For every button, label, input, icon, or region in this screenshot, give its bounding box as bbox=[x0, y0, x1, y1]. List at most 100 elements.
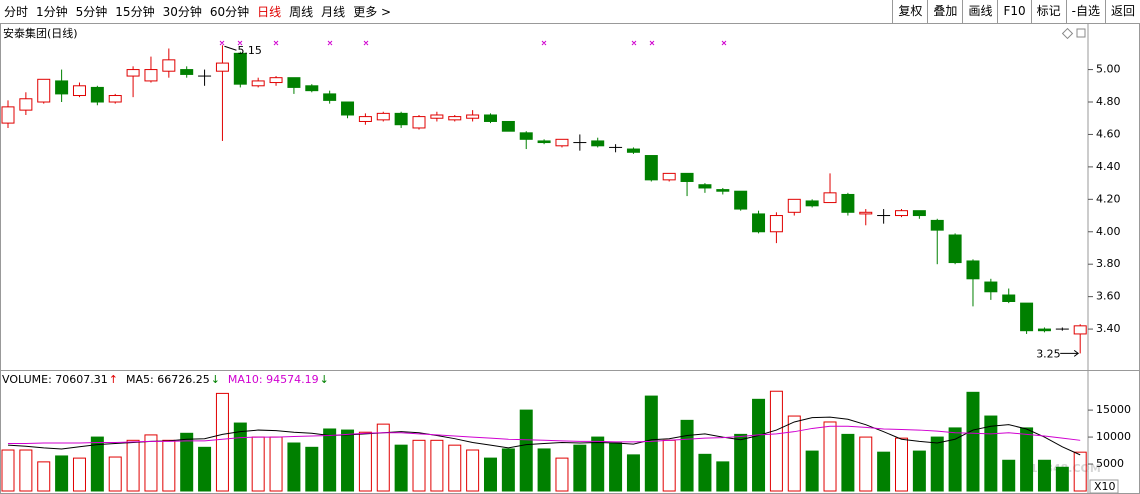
y-tick-label: 5000 bbox=[1096, 457, 1124, 470]
period-tab[interactable]: 5分钟 bbox=[75, 5, 108, 19]
volume-bar bbox=[108, 456, 122, 492]
volume-bar bbox=[591, 436, 605, 492]
volume-bar bbox=[930, 436, 944, 492]
volume-bar bbox=[162, 439, 176, 492]
candle-body bbox=[948, 234, 962, 264]
legend-label: VOLUME: 70607.31 bbox=[2, 373, 108, 386]
volume-bar bbox=[341, 429, 355, 492]
candle-body bbox=[895, 210, 908, 217]
y-tick-label: 5.00 bbox=[1096, 63, 1121, 76]
volume-bar bbox=[626, 454, 640, 492]
volume-bar bbox=[1037, 459, 1051, 492]
candle-body bbox=[734, 190, 748, 210]
candle-body bbox=[841, 193, 855, 213]
volume-bar bbox=[895, 437, 908, 492]
tool-button[interactable]: 返回 bbox=[1104, 0, 1140, 24]
period-tabs: 分时 1分钟 5分钟 15分钟 30分钟 60分钟 日线 周线 月线 更多 > bbox=[0, 3, 892, 20]
volume-bar bbox=[805, 450, 819, 492]
square-icon[interactable] bbox=[1076, 28, 1086, 38]
volume-bar bbox=[72, 457, 86, 492]
candle-body bbox=[55, 80, 69, 95]
period-tab[interactable]: 分时 bbox=[4, 5, 29, 19]
legend-arrow: ↓ bbox=[320, 373, 329, 386]
volume-bar bbox=[519, 409, 533, 492]
y-tick-label: 4.20 bbox=[1096, 192, 1121, 205]
volume-bar bbox=[752, 398, 766, 492]
tool-button[interactable]: F10 bbox=[997, 0, 1030, 24]
tool-button[interactable]: 复权 bbox=[892, 0, 927, 24]
volume-bar bbox=[662, 439, 676, 492]
candle-body bbox=[37, 78, 51, 103]
candle-body bbox=[555, 138, 569, 147]
candle-body bbox=[180, 69, 194, 75]
period-tab[interactable]: 月线 bbox=[321, 5, 346, 19]
candle-body bbox=[537, 140, 551, 144]
candle-body bbox=[233, 52, 247, 85]
candle-body bbox=[108, 95, 122, 103]
y-tick-label: 15000 bbox=[1096, 403, 1131, 416]
candle-body bbox=[805, 200, 819, 207]
volume-bar bbox=[644, 395, 658, 492]
candle-body bbox=[591, 140, 605, 147]
period-tab[interactable]: 30分钟 bbox=[162, 5, 202, 19]
candle-body bbox=[269, 77, 283, 84]
candle-body bbox=[19, 98, 33, 111]
y-tick-label: 4.00 bbox=[1096, 225, 1121, 238]
volume-bar bbox=[394, 444, 408, 492]
candle-body bbox=[698, 184, 712, 189]
candle-body bbox=[144, 69, 158, 82]
volume-bar bbox=[376, 423, 390, 492]
period-tab[interactable]: 周线 bbox=[289, 5, 314, 19]
candle-body bbox=[966, 260, 980, 280]
volume-bar bbox=[841, 433, 855, 492]
tool-button[interactable]: 叠加 bbox=[927, 0, 962, 24]
volume-bar bbox=[912, 450, 926, 492]
volume-bar bbox=[734, 433, 748, 492]
volume-bar bbox=[823, 421, 837, 492]
candle-body bbox=[644, 155, 658, 181]
tool-button[interactable]: 标记 bbox=[1030, 0, 1066, 24]
volume-bar bbox=[1073, 451, 1087, 492]
candle-body bbox=[466, 114, 480, 119]
diamond-icon[interactable] bbox=[1061, 27, 1074, 40]
candle-body bbox=[287, 77, 301, 88]
volume-bar bbox=[716, 461, 730, 492]
volume-bar bbox=[269, 436, 283, 492]
tool-button[interactable]: 画线 bbox=[962, 0, 997, 24]
ma-line bbox=[7, 416, 1081, 456]
period-tab[interactable]: 更多 > bbox=[353, 5, 392, 19]
volume-bar bbox=[877, 451, 891, 492]
candle-body bbox=[626, 148, 640, 153]
y-tick-label: 3.80 bbox=[1096, 257, 1121, 270]
candle-body bbox=[126, 69, 140, 77]
volume-bar bbox=[948, 427, 962, 492]
candle-body bbox=[1037, 328, 1051, 332]
y-tick-label: 4.40 bbox=[1096, 160, 1121, 173]
candle-body bbox=[483, 114, 497, 122]
candle-body bbox=[823, 192, 837, 204]
candle-body bbox=[912, 210, 926, 217]
volume-bar bbox=[144, 434, 158, 492]
volume-bar bbox=[1020, 427, 1034, 492]
volume-bar bbox=[1055, 466, 1069, 492]
volume-bar bbox=[1002, 459, 1016, 492]
candle-body bbox=[448, 116, 462, 121]
period-tab[interactable]: 1分钟 bbox=[36, 5, 68, 19]
period-tab[interactable]: 日线 bbox=[257, 5, 282, 19]
period-tab[interactable]: 15分钟 bbox=[115, 5, 155, 19]
y-tick-label: 10000 bbox=[1096, 430, 1131, 443]
volume-bar bbox=[769, 390, 783, 492]
legend-label: MA10: 94574.19 bbox=[228, 373, 319, 386]
period-tab[interactable]: 60分钟 bbox=[209, 5, 250, 19]
volume-bar bbox=[233, 422, 247, 492]
y-tick-label: 3.60 bbox=[1096, 290, 1121, 303]
candle-body bbox=[412, 116, 426, 129]
volume-bar bbox=[305, 446, 319, 492]
tool-button[interactable]: -自选 bbox=[1065, 0, 1105, 24]
candle-body bbox=[305, 85, 319, 92]
y-tick-label: 4.80 bbox=[1096, 95, 1121, 108]
candle-body bbox=[90, 86, 104, 103]
candle-body bbox=[1073, 325, 1087, 335]
